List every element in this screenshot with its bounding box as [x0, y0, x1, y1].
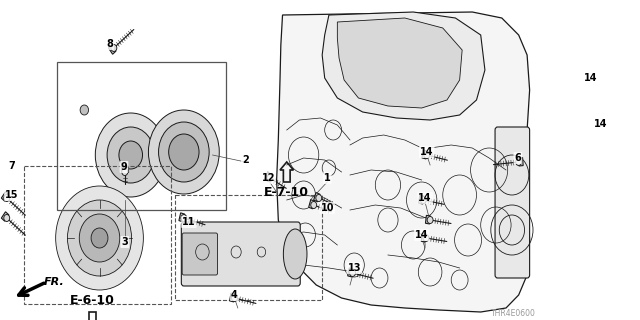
- Circle shape: [316, 195, 322, 202]
- Text: 15: 15: [5, 190, 19, 200]
- Text: 14: 14: [420, 147, 433, 157]
- Text: 2: 2: [242, 155, 249, 165]
- Polygon shape: [276, 12, 530, 312]
- Polygon shape: [596, 122, 604, 131]
- Bar: [58, 62, 226, 210]
- Text: 8: 8: [106, 39, 113, 49]
- Polygon shape: [230, 293, 235, 302]
- Polygon shape: [348, 268, 353, 277]
- Text: 14: 14: [419, 193, 432, 203]
- Circle shape: [232, 294, 237, 301]
- Circle shape: [107, 127, 154, 183]
- Text: 9: 9: [120, 162, 127, 172]
- Text: 1: 1: [324, 173, 331, 183]
- Circle shape: [427, 217, 433, 223]
- Circle shape: [79, 214, 120, 262]
- Circle shape: [596, 124, 602, 132]
- Bar: [175, 195, 322, 300]
- Text: 13: 13: [348, 263, 361, 273]
- Text: 12: 12: [261, 173, 275, 183]
- Circle shape: [56, 186, 143, 290]
- Text: FR.: FR.: [44, 277, 65, 287]
- Circle shape: [181, 214, 187, 221]
- Text: 10: 10: [321, 203, 334, 213]
- Circle shape: [516, 158, 522, 165]
- Text: 14: 14: [594, 119, 607, 129]
- Text: 14: 14: [584, 73, 597, 83]
- Text: 6: 6: [515, 153, 521, 163]
- Circle shape: [67, 200, 132, 276]
- Polygon shape: [422, 150, 428, 159]
- Polygon shape: [426, 215, 431, 224]
- FancyBboxPatch shape: [495, 127, 530, 278]
- Polygon shape: [337, 18, 462, 108]
- Polygon shape: [1, 212, 9, 221]
- Polygon shape: [419, 195, 424, 204]
- Text: THR4E0600: THR4E0600: [491, 309, 536, 318]
- Circle shape: [349, 269, 355, 276]
- Circle shape: [424, 151, 429, 158]
- Text: 11: 11: [182, 217, 196, 227]
- Circle shape: [267, 174, 273, 181]
- Circle shape: [119, 141, 143, 169]
- Circle shape: [588, 78, 593, 85]
- Circle shape: [122, 169, 128, 175]
- Circle shape: [420, 196, 426, 204]
- Polygon shape: [122, 167, 128, 172]
- Circle shape: [95, 113, 166, 197]
- Polygon shape: [322, 12, 485, 120]
- Ellipse shape: [284, 229, 307, 279]
- Polygon shape: [588, 76, 596, 85]
- Polygon shape: [421, 233, 426, 242]
- FancyBboxPatch shape: [182, 233, 218, 275]
- Circle shape: [91, 228, 108, 248]
- Text: E-6-10: E-6-10: [70, 293, 115, 307]
- Circle shape: [159, 122, 209, 182]
- Polygon shape: [1, 192, 9, 201]
- Polygon shape: [518, 157, 523, 166]
- Bar: [24, 166, 172, 304]
- FancyBboxPatch shape: [181, 222, 300, 286]
- Circle shape: [169, 134, 199, 170]
- Text: 4: 4: [231, 290, 238, 300]
- Polygon shape: [308, 200, 315, 209]
- Text: 14: 14: [415, 230, 428, 240]
- Circle shape: [4, 214, 10, 221]
- Polygon shape: [264, 172, 271, 181]
- Polygon shape: [179, 213, 185, 222]
- Polygon shape: [314, 193, 320, 202]
- Circle shape: [423, 235, 429, 242]
- Circle shape: [80, 105, 88, 115]
- Circle shape: [311, 202, 317, 209]
- Circle shape: [111, 44, 117, 52]
- Circle shape: [4, 195, 10, 202]
- Circle shape: [148, 110, 220, 194]
- Text: E-7-10: E-7-10: [264, 186, 309, 198]
- Polygon shape: [108, 45, 116, 54]
- Text: 3: 3: [122, 237, 128, 247]
- Text: 7: 7: [8, 161, 15, 171]
